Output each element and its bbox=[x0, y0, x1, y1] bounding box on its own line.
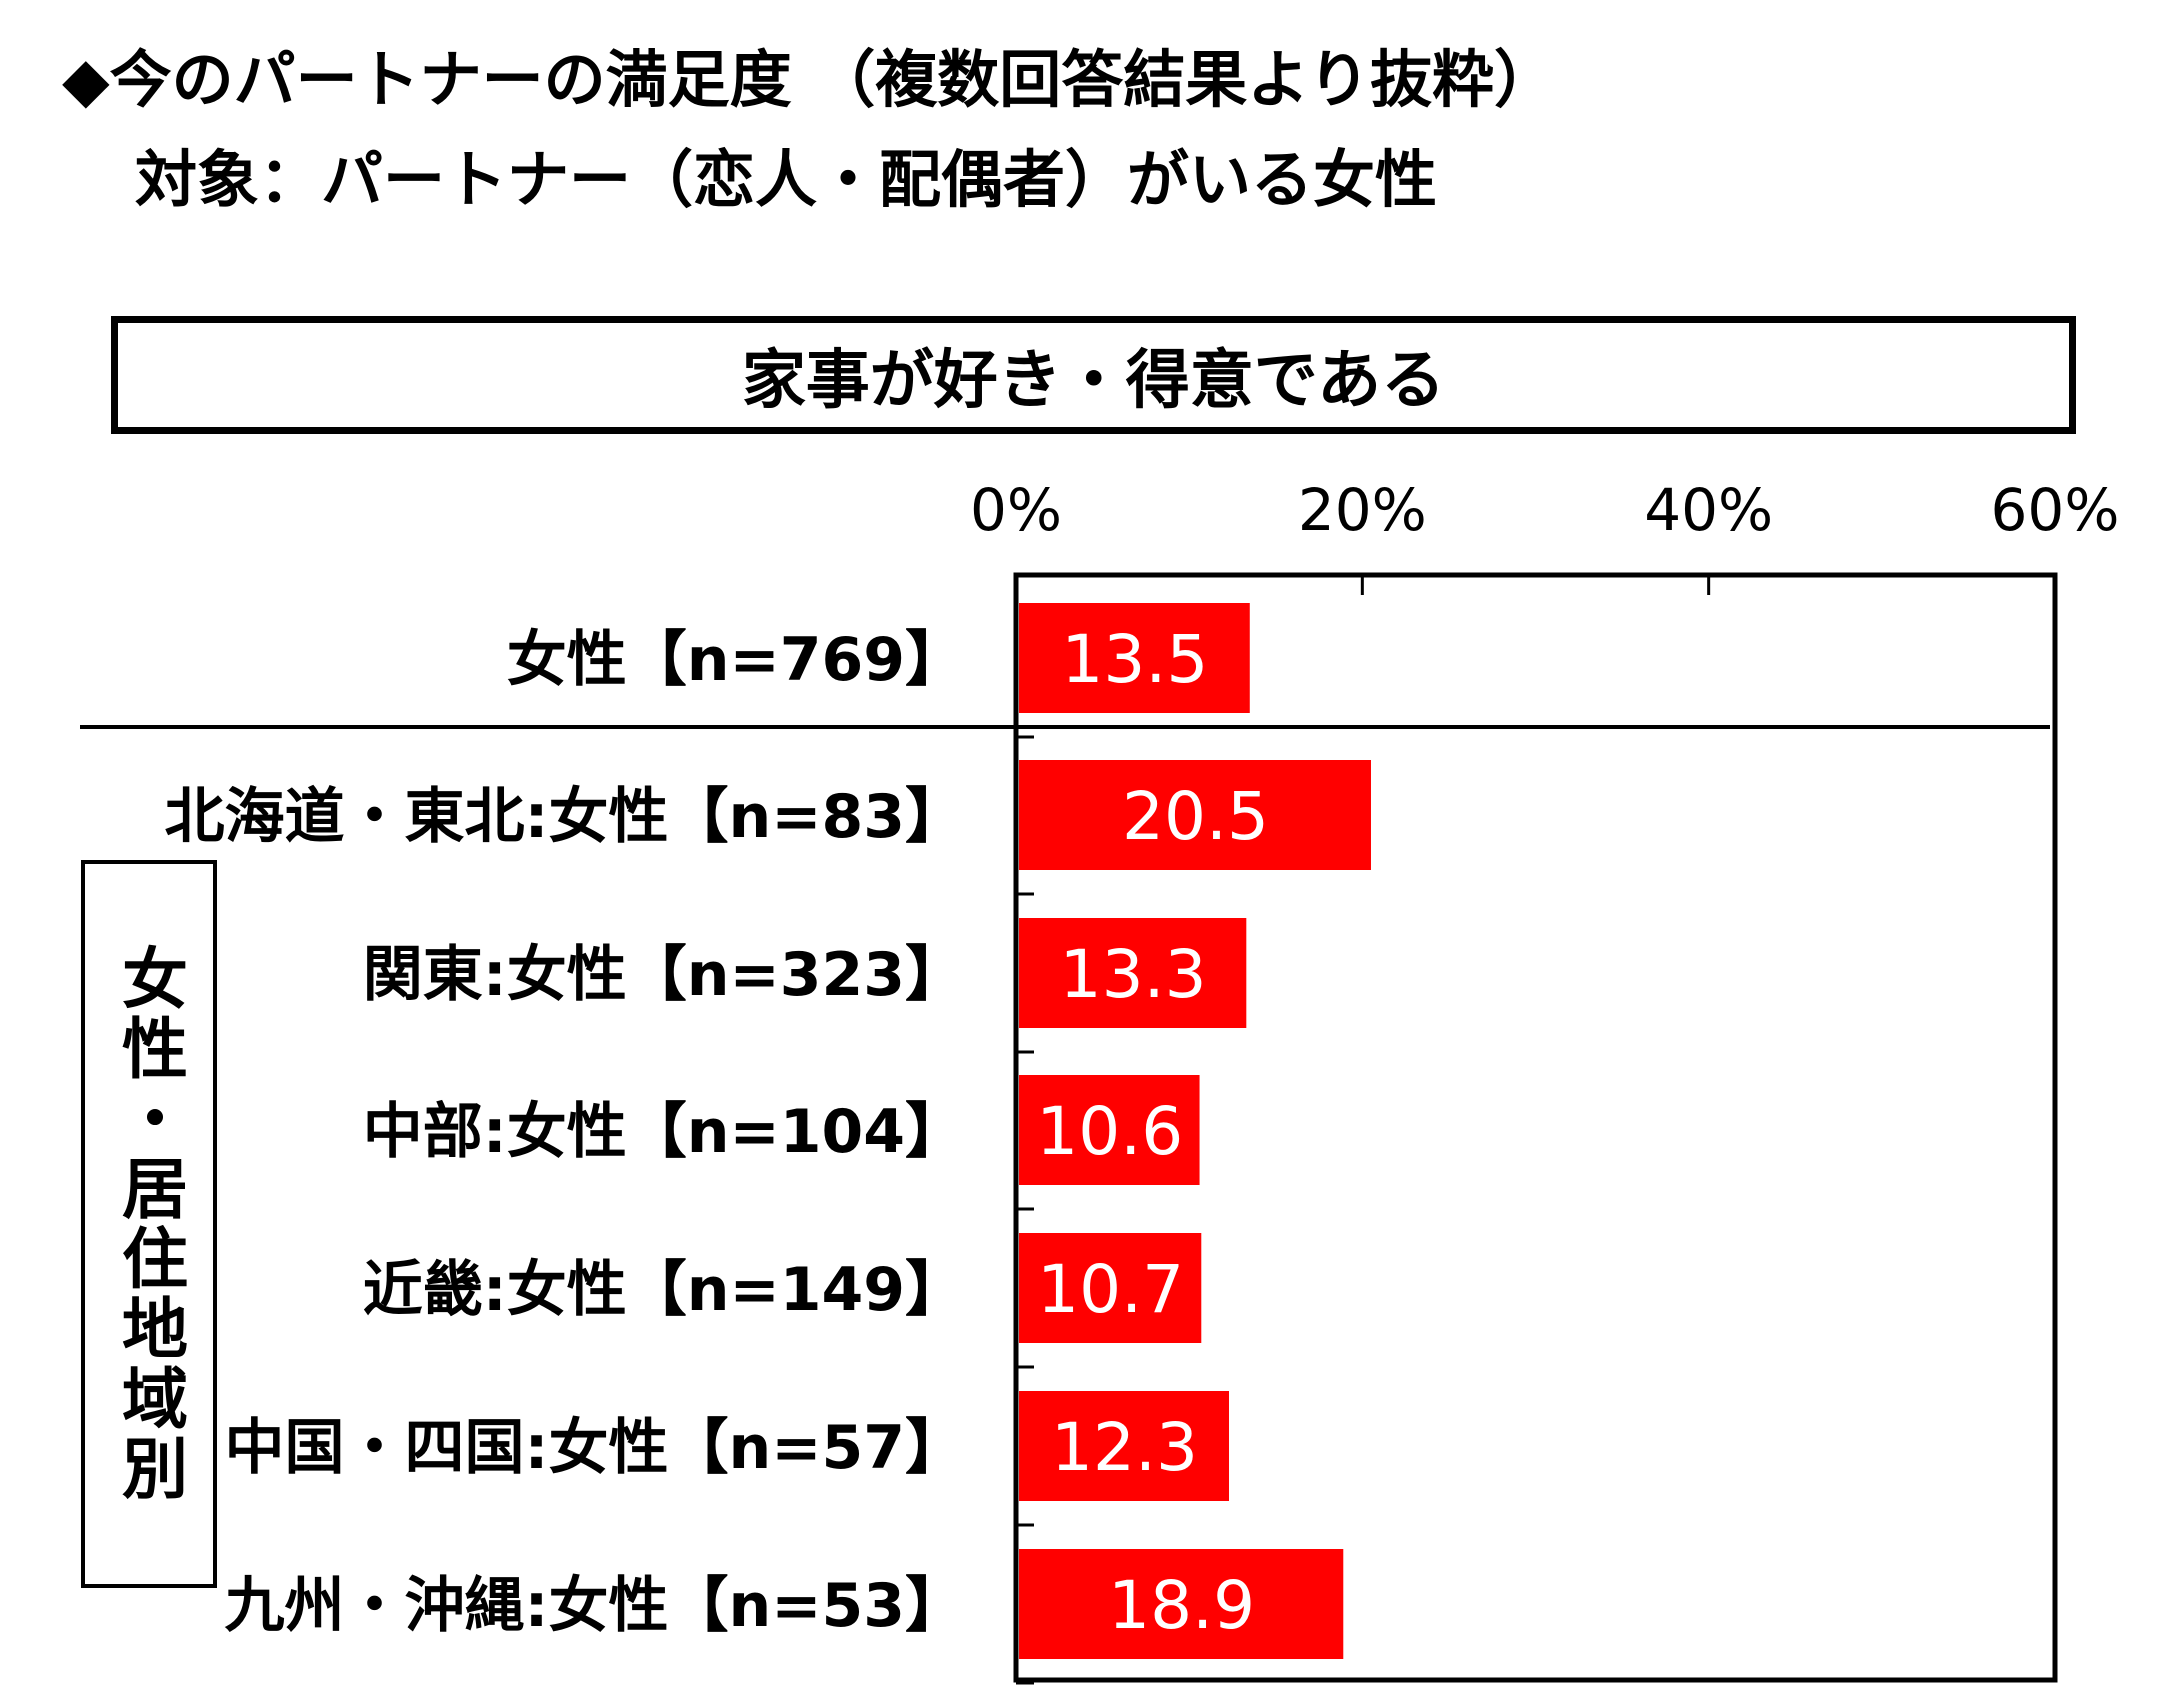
data-label: 12.3 bbox=[1051, 1409, 1198, 1486]
category-label: 関東:女性【n=323】 bbox=[363, 940, 965, 1010]
page-title: ◆今のパートナーの満足度 （複数回答結果より抜粋） bbox=[62, 43, 1557, 116]
category-label: 北海道・東北:女性【n=83】 bbox=[165, 782, 965, 852]
data-label: 10.7 bbox=[1037, 1251, 1184, 1328]
x-tick-label: 0% bbox=[970, 476, 1062, 544]
group-label: 女性・居住地域別 bbox=[111, 944, 188, 1504]
bar bbox=[1019, 603, 1250, 713]
bar bbox=[1019, 918, 1247, 1028]
data-label: 10.6 bbox=[1036, 1093, 1183, 1170]
bar bbox=[1019, 1075, 1200, 1185]
plot-frame bbox=[1013, 572, 2058, 1683]
category-label: 中部:女性【n=104】 bbox=[363, 1097, 965, 1167]
data-label: 13.3 bbox=[1060, 936, 1207, 1013]
category-label: 女性【n=769】 bbox=[507, 625, 965, 695]
bar bbox=[1019, 1391, 1229, 1501]
bar bbox=[1019, 760, 1371, 870]
data-label: 18.9 bbox=[1108, 1567, 1255, 1644]
data-label: 13.5 bbox=[1061, 621, 1208, 698]
x-tick-label: 60% bbox=[1991, 476, 2120, 544]
x-tick-label: 40% bbox=[1644, 476, 1773, 544]
page-subtitle: 対象：パートナー（恋人・配偶者）がいる女性 bbox=[135, 143, 1438, 216]
bar bbox=[1019, 1549, 1344, 1659]
group-label-box: 女性・居住地域別 bbox=[81, 860, 217, 1588]
bar bbox=[1019, 1233, 1202, 1343]
panel-title: 家事が好き・得意である bbox=[111, 316, 2076, 434]
data-label: 20.5 bbox=[1122, 778, 1269, 855]
category-label: 近畿:女性【n=149】 bbox=[363, 1255, 965, 1325]
category-label: 中国・四国:女性【n=57】 bbox=[225, 1413, 965, 1483]
category-label: 九州・沖縄:女性【n=53】 bbox=[225, 1571, 965, 1641]
x-tick-label: 20% bbox=[1298, 476, 1427, 544]
